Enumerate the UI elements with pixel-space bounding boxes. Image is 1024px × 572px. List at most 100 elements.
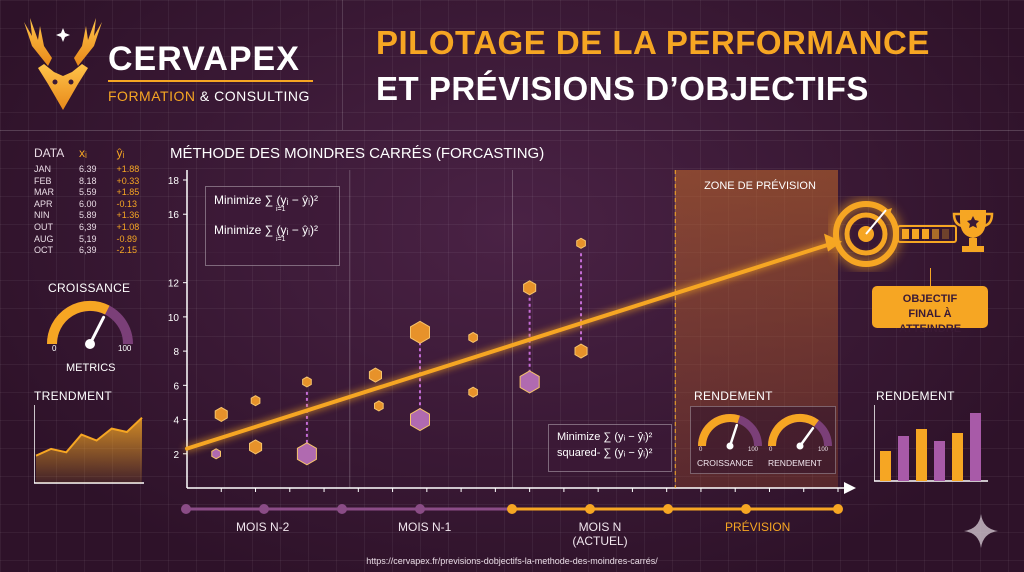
bars-title: RENDEMENT [876,389,955,403]
header-vertical-divider [342,0,343,130]
croissance-gauge [46,300,133,349]
data-point [374,400,384,412]
table-cell: FEB [34,175,52,186]
badge-connector [930,268,931,286]
y-tick-label: 8 [173,347,179,358]
y-tick-label: 4 [173,416,179,427]
timeline-dot [741,504,751,514]
trend-chart [34,405,144,484]
regression-arrowhead [824,233,842,252]
trend-title: TRENDMENT [34,389,113,403]
table-row: APR 6.00 -0.13 [34,199,154,211]
table-cell: +1.85 [116,187,140,198]
table-cell: AUG [34,233,54,244]
bar [934,441,945,481]
table-row: AUG 5,19 -0.89 [34,234,154,246]
objective-badge: OBJECTIF FINAL À ATTEINDRE [872,286,988,335]
bar [880,451,891,481]
timeline-dot [259,504,269,514]
bar [898,436,909,481]
table-cell: -2.15 [116,245,138,256]
deer-logo-icon [24,18,102,110]
timeline-dot [507,504,517,514]
y-tick-label: 10 [168,313,180,324]
chart-title: MÉTHODE DES MOINDRES CARRÉS (FORCASTING) [170,145,545,162]
formula-box-top: Minimize ∑ (yᵢ − ŷᵢ)² i=1 Minimize ∑ (yᵢ… [205,186,340,266]
y-tick-label: 6 [173,381,179,392]
formula-box-bottom: Minimize ∑ (yᵢ − ŷᵢ)² squared- ∑ (yᵢ − ŷ… [548,424,672,472]
gauge-title: CROISSANCE [48,281,131,295]
gauge-min: 0 [52,344,57,353]
table-cell: MAR [34,187,54,198]
page-title-line1: PILOTAGE DE LA PERFORMANCE [376,24,930,61]
data-point [249,439,263,455]
sparkle-icon [964,514,998,548]
y-tick-label: 12 [168,279,180,290]
data-point [468,386,478,398]
formula-2-sub: i=1 [276,236,286,243]
table-cell: +0.33 [116,175,140,186]
table-cell: +1.88 [116,164,140,174]
gauge-caption: METRICS [66,362,116,374]
data-point [211,448,221,460]
target-trophy-icon [833,201,994,267]
table-cell: NIN [34,210,50,221]
timeline-dot [663,504,673,514]
y-tick-label: 16 [168,210,180,221]
table-cell: OCT [34,245,53,256]
table-cell: +1.08 [116,221,140,232]
header-data: DATA [34,146,65,160]
table-row: OCT 6,39 -2.15 [34,245,154,257]
brand-name: CERVAPEX [108,40,300,78]
forecast-zone-label: ZONE DE PRÉVISION [704,180,816,192]
objective-text: OBJECTIF FINAL À ATTEINDRE [898,293,962,335]
table-row: OUT 6,39 +1.08 [34,222,154,234]
table-cell: 6.00 [79,198,97,209]
formula-1: Minimize ∑ (yᵢ − ŷᵢ)² [214,193,318,207]
data-point [410,408,430,432]
pg0-label: CROISSANCE [697,458,754,468]
timeline [181,504,843,514]
regression-line [185,239,840,451]
table-row: NIN 5.89 +1.36 [34,210,154,222]
table-cell: APR [34,198,53,209]
table-cell: 5.89 [79,210,97,221]
table-cell: 5,19 [79,233,97,244]
header-divider [0,130,1024,131]
pg1-min: 0 [769,447,773,453]
timeline-n: MOIS N (ACTUEL) [572,520,628,548]
table-cell: 6.39 [79,164,97,174]
pg1-label: RENDEMENT [768,458,822,468]
table-cell: JAN [34,164,52,174]
table-cell: 6,39 [79,221,97,232]
timeline-dot [337,504,347,514]
data-point [519,370,540,394]
pg1-max: 100 [818,447,829,453]
table-cell: 6,39 [79,245,97,256]
pg0-min: 0 [699,447,703,453]
pg0-max: 100 [748,447,759,453]
rendement-bar-chart [874,405,988,482]
y-tick-label: 18 [168,176,180,187]
table-cell: +1.36 [116,210,140,221]
data-point [302,376,312,388]
formula-4: squared- ∑ (yᵢ − ŷᵢ)² [557,447,653,459]
page-title-line2: ET PRÉVISIONS D’OBJECTIFS [376,70,869,107]
data-point [523,280,537,296]
data-point [468,331,478,343]
brand-subtitle: FORMATION & CONSULTING [108,88,310,104]
table-cell: OUT [34,221,53,232]
data-point [576,237,586,249]
bar [970,413,981,481]
timeline-n1: MOIS N-1 [398,520,452,534]
header-yhat: ŷᵢ [116,146,125,160]
formula-2: Minimize ∑ (yᵢ − ŷᵢ)² [214,223,318,237]
y-tick-label: 2 [173,450,179,461]
timeline-n2: MOIS N-2 [236,520,290,534]
formula-1-sub: i=1 [276,206,286,213]
timeline-dot [181,504,191,514]
table-row: JAN 6.39 +1.88 [34,164,154,176]
table-row: FEB 8.18 +0.33 [34,176,154,188]
data-table: DATA xᵢ ŷᵢ JAN 6.39 +1.88 FEB 8.18 +0.33 MAR 5.… [34,146,154,257]
data-point [296,442,317,466]
